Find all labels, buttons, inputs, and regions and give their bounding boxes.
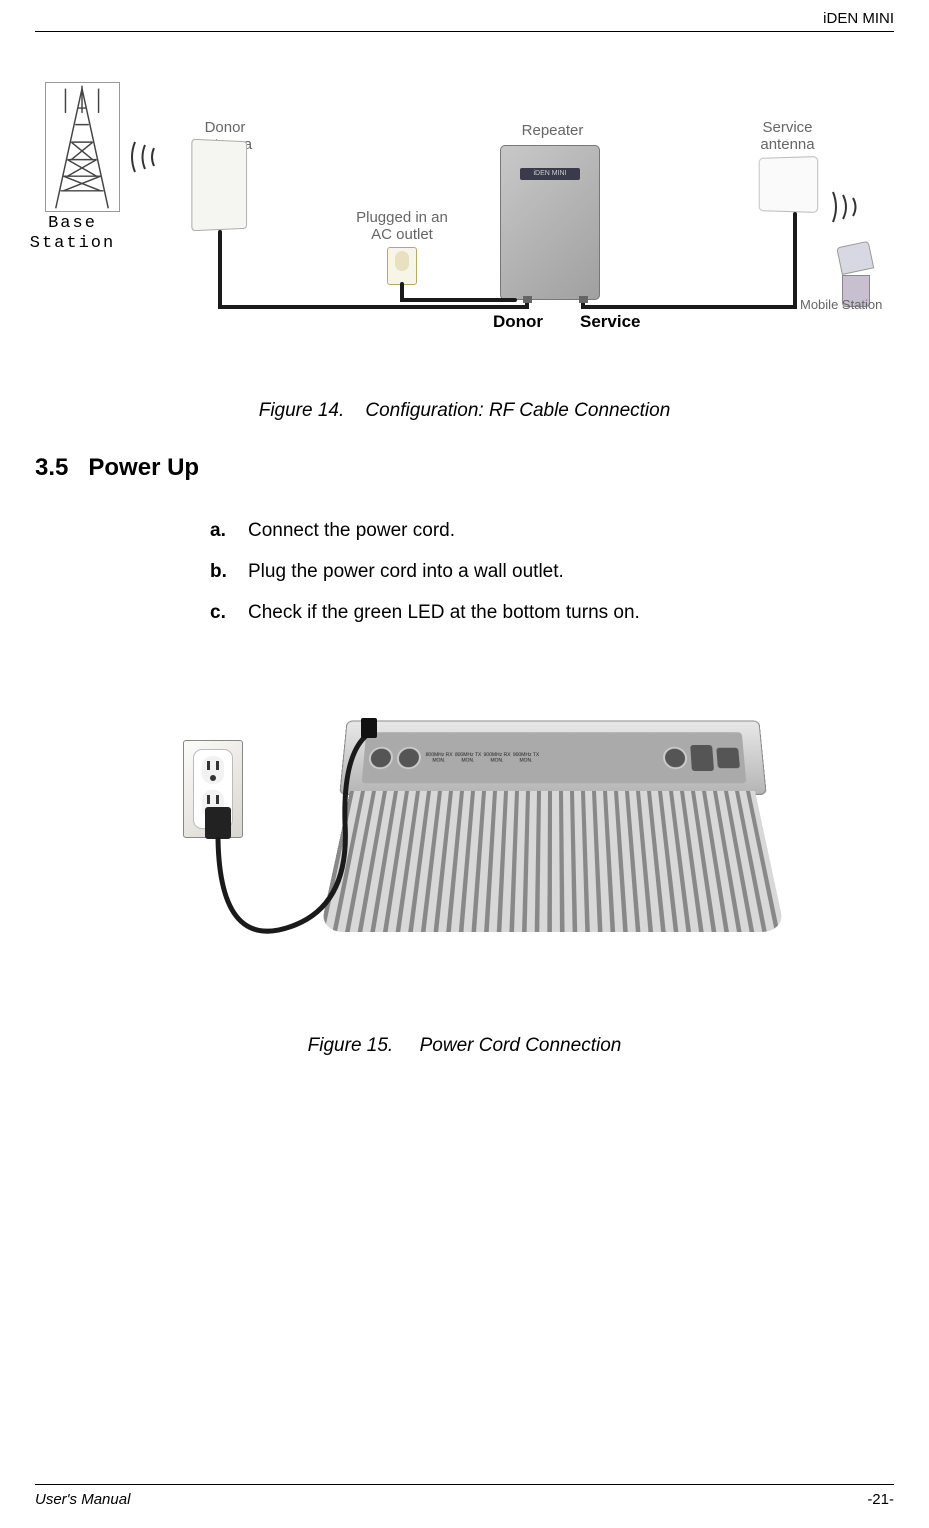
- ac-outlet-icon: [387, 247, 417, 285]
- alarm-port-icon: [690, 745, 714, 771]
- section-title: Power Up: [88, 454, 199, 481]
- step-letter: a.: [210, 512, 248, 550]
- step-text: Check if the green LED at the bottom tur…: [248, 602, 640, 623]
- port-label: 800MHz RX MON.: [425, 752, 454, 763]
- service-antenna-label: Service antenna: [750, 119, 825, 154]
- figure-15-caption: Figure 15. Power Cord Connection: [35, 1035, 894, 1057]
- service-antenna-icon: [759, 156, 818, 213]
- step-text: Connect the power cord.: [248, 520, 455, 541]
- section-number: 3.5: [35, 454, 68, 481]
- port-label: 900MHz RX MON.: [483, 752, 511, 763]
- mobile-station-label: Mobile Station: [800, 297, 882, 312]
- port-label: 800MHz TX MON.: [454, 752, 482, 763]
- port-label: 900MHz TX MON.: [512, 752, 540, 763]
- step-item: c.Check if the green LED at the bottom t…: [210, 594, 894, 632]
- power-plug-icon: [205, 807, 231, 839]
- radio-waves-icon: [127, 137, 169, 177]
- repeater-label: Repeater: [510, 122, 595, 139]
- figure-14-caption: Figure 14. Configuration: RF Cable Conne…: [35, 400, 894, 422]
- step-item: a.Connect the power cord.: [210, 512, 894, 550]
- repeater-logo: iDEN MINI: [520, 168, 580, 180]
- figure-15-diagram: 800MHz RX MON. 800MHz TX MON. 900MHz RX …: [165, 675, 785, 1035]
- header-title: iDEN MINI: [823, 10, 894, 27]
- radio-waves-icon: [825, 187, 867, 227]
- heatsink-icon: [320, 791, 785, 932]
- page-footer: User's Manual -21-: [35, 1484, 894, 1528]
- figure-15-number: Figure 15.: [308, 1035, 394, 1056]
- steps-list: a.Connect the power cord. b.Plug the pow…: [210, 512, 894, 635]
- page-header: iDEN MINI: [35, 10, 894, 32]
- step-letter: c.: [210, 594, 248, 632]
- repeater-device-icon: iDEN MINI: [500, 145, 600, 300]
- section-heading: 3.5 Power Up: [35, 454, 894, 482]
- figure-14-number: Figure 14.: [259, 400, 345, 421]
- lan-port-icon: [716, 747, 740, 767]
- service-antenna-port-icon: [662, 746, 687, 768]
- figure-14-diagram: Base Station Donor antenna Plugged in an…: [35, 82, 894, 372]
- footer-left: User's Manual: [35, 1491, 130, 1508]
- figure-14-text: Configuration: RF Cable Connection: [365, 400, 670, 421]
- base-station-label: Base Station: [25, 214, 120, 253]
- repeater-bottom-view: 800MHz RX MON. 800MHz TX MON. 900MHz RX …: [340, 705, 770, 970]
- device-port-panel: 800MHz RX MON. 800MHz TX MON. 900MHz RX …: [362, 732, 747, 783]
- step-item: b.Plug the power cord into a wall outlet…: [210, 553, 894, 591]
- donor-antenna-port-icon: [396, 746, 422, 768]
- mobile-phone-icon: [842, 247, 877, 302]
- step-letter: b.: [210, 553, 248, 591]
- step-text: Plug the power cord into a wall outlet.: [248, 561, 564, 582]
- ac-in-port-icon: [368, 746, 394, 768]
- service-port-label: Service: [580, 312, 641, 332]
- footer-page-number: -21-: [867, 1491, 894, 1508]
- figure-15-text: Power Cord Connection: [420, 1035, 622, 1056]
- ac-outlet-label: Plugged in an AC outlet: [347, 209, 457, 244]
- base-station-tower-icon: [45, 82, 120, 212]
- donor-port-label: Donor: [493, 312, 543, 332]
- donor-antenna-icon: [191, 139, 247, 232]
